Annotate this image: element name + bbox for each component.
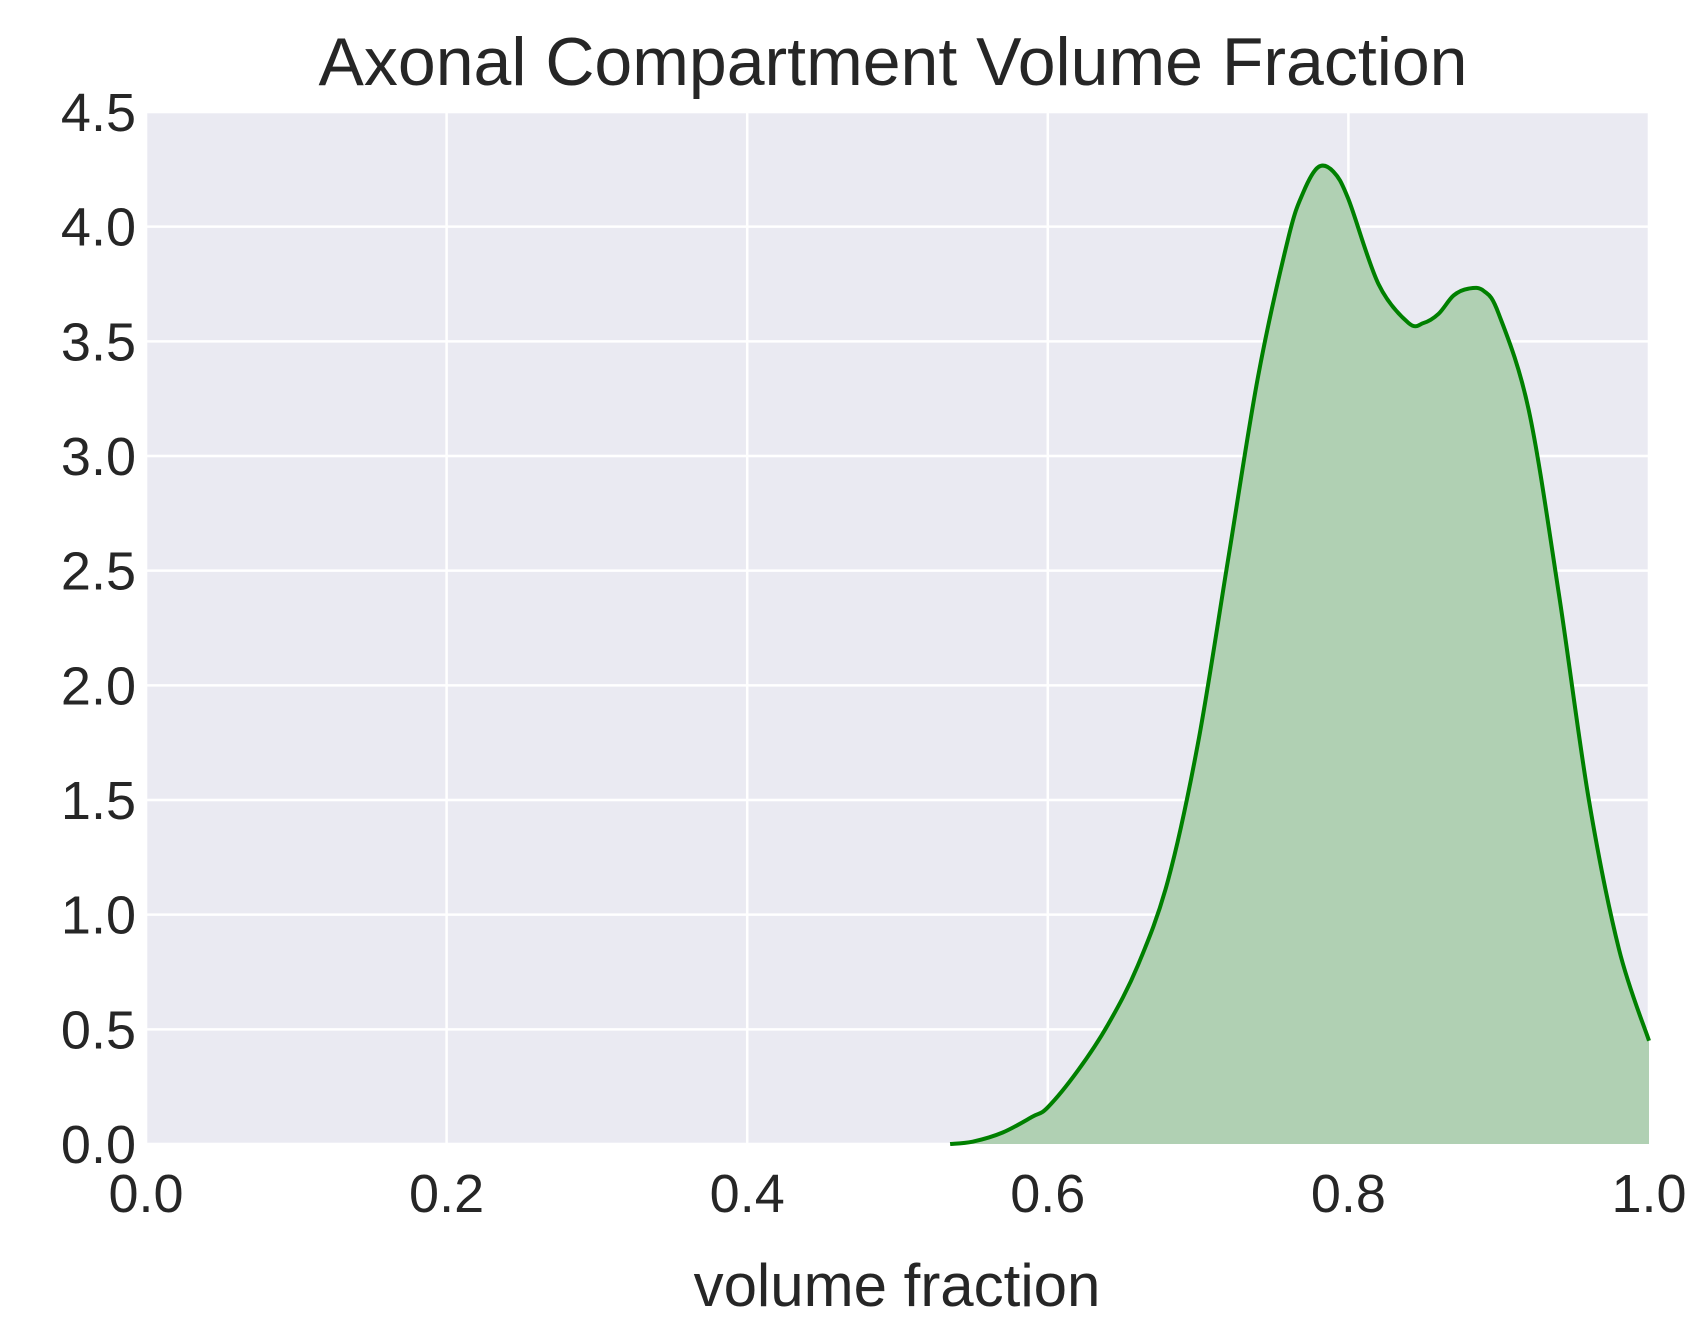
chart-title: Axonal Compartment Volume Fraction xyxy=(319,24,1468,100)
y-tick-label: 0.0 xyxy=(61,1115,136,1175)
y-axis-ticks: 0.0 0.5 1.0 1.5 2.0 2.5 3.0 3.5 4.0 4.5 xyxy=(61,83,136,1175)
x-axis-label: volume fraction xyxy=(694,1252,1101,1319)
x-axis-ticks: 0.0 0.2 0.4 0.6 0.8 1.0 xyxy=(108,1164,1686,1224)
y-tick-label: 3.5 xyxy=(61,312,136,372)
y-tick-label: 4.0 xyxy=(61,198,136,258)
y-tick-label: 3.0 xyxy=(61,427,136,487)
x-tick-label: 0.8 xyxy=(1311,1164,1386,1224)
y-tick-label: 2.0 xyxy=(61,656,136,716)
density-line xyxy=(949,163,1651,1146)
x-tick-label: 0.4 xyxy=(710,1164,785,1224)
x-tick-label: 0.2 xyxy=(409,1164,484,1224)
y-tick-label: 2.5 xyxy=(61,542,136,602)
x-tick-label: 1.0 xyxy=(1611,1164,1686,1224)
density-area-fill xyxy=(950,165,1649,1145)
y-tick-label: 1.5 xyxy=(61,771,136,831)
y-tick-label: 0.5 xyxy=(61,1000,136,1060)
y-tick-label: 1.0 xyxy=(61,886,136,946)
x-tick-label: 0.6 xyxy=(1010,1164,1085,1224)
x-tick-label: 0.0 xyxy=(108,1164,183,1224)
y-tick-label: 4.5 xyxy=(61,83,136,143)
